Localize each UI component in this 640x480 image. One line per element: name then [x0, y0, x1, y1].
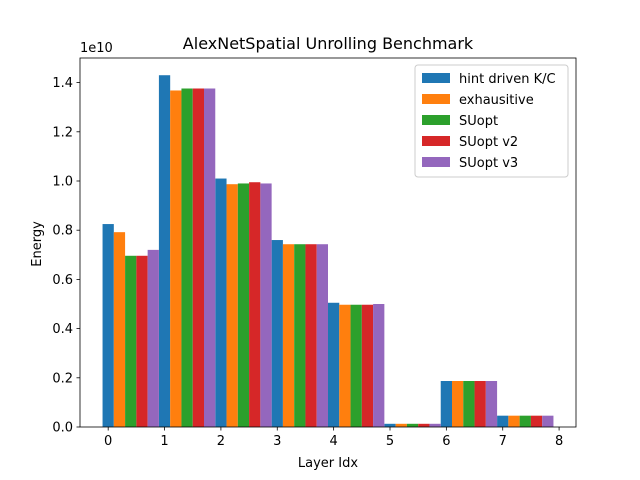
bar-3-layer-1 — [181, 88, 193, 427]
x-tick-label: 8 — [555, 434, 563, 449]
x-tick-label: 7 — [499, 434, 507, 449]
axes-layer: 0 1 2 3 4 5 6 7 8 0.0 0.2 0.4 0.6 0.8 1.0 1.2 1.4 — [52, 57, 577, 449]
x-tick-label: 0 — [104, 434, 112, 449]
x-tick-label: 4 — [329, 434, 337, 449]
x-tick-label: 5 — [386, 434, 394, 449]
bar-4-layer-0 — [136, 255, 148, 427]
bar-1-layer-3 — [271, 240, 283, 427]
bar-5-layer-2 — [260, 183, 272, 427]
bar-2-layer-1 — [170, 90, 182, 427]
legend-label-2: exhausitive — [459, 93, 534, 108]
bar-5-layer-7 — [542, 415, 554, 427]
legend: hint driven K/C exhausitive SUopt SUopt v2 S… — [414, 64, 569, 178]
bar-1-layer-0 — [102, 224, 114, 427]
bar-2-layer-3 — [282, 244, 295, 427]
legend-label-5: SUopt v3 — [459, 156, 518, 171]
bar-3-layer-4 — [350, 304, 362, 427]
y-tick-label: 0.8 — [52, 224, 73, 239]
bar-4-layer-2 — [249, 182, 261, 427]
y-axis-label: Energy — [30, 221, 45, 267]
bar-3-layer-5 — [406, 423, 419, 427]
legend-label-4: SUopt v2 — [459, 135, 518, 150]
y-scale-label: 1e10 — [80, 41, 113, 56]
x-tick-label: 3 — [273, 434, 281, 449]
bar-4-layer-1 — [192, 88, 204, 427]
bar-2-layer-0 — [113, 232, 126, 427]
bar-3-layer-0 — [125, 255, 137, 427]
bar-1-layer-1 — [158, 75, 171, 427]
x-tick-label: 1 — [160, 434, 168, 449]
x-tick-label: 6 — [442, 434, 450, 449]
bar-3-layer-3 — [294, 244, 306, 427]
legend-swatch-5 — [422, 157, 450, 167]
bar-4-layer-6 — [474, 381, 486, 427]
bar-4-layer-3 — [305, 244, 317, 427]
bar-2-layer-5 — [395, 423, 407, 427]
bar-1-layer-4 — [328, 302, 340, 427]
bar-2-layer-2 — [226, 184, 238, 427]
bar-5-layer-1 — [204, 88, 216, 427]
bar-2-layer-6 — [452, 381, 464, 427]
legend-swatch-4 — [422, 136, 450, 146]
legend-label-1: hint driven K/C — [459, 72, 556, 87]
legend-swatch-2 — [422, 94, 450, 104]
bar-2-layer-4 — [339, 304, 351, 427]
bar-3-layer-6 — [463, 381, 475, 427]
y-tick-label: 0.2 — [52, 371, 73, 386]
bar-3-layer-7 — [519, 415, 531, 427]
bar-5-layer-3 — [316, 244, 328, 427]
y-tick-label: 1.2 — [52, 125, 73, 140]
y-tick-label: 0.4 — [52, 322, 73, 337]
bar-5-layer-5 — [429, 423, 441, 427]
bars-layer — [102, 75, 554, 427]
legend-label-3: SUopt — [459, 114, 498, 129]
y-tick-label: 1.4 — [52, 76, 73, 91]
x-axis-label: Layer Idx — [298, 456, 358, 471]
bar-5-layer-6 — [485, 381, 498, 427]
bar-5-layer-4 — [373, 304, 385, 427]
bar-3-layer-2 — [237, 183, 250, 427]
y-tick-label: 1.0 — [52, 175, 73, 190]
y-tick-label: 0.0 — [52, 421, 73, 436]
bar-4-layer-5 — [418, 423, 430, 427]
bar-4-layer-7 — [530, 415, 543, 427]
bar-1-layer-2 — [215, 178, 227, 427]
legend-swatch-1 — [422, 73, 450, 83]
plot-frame — [79, 57, 577, 428]
x-tick-label: 2 — [217, 434, 225, 449]
bar-5-layer-0 — [147, 249, 159, 427]
legend-box — [414, 64, 569, 178]
bar-4-layer-4 — [361, 304, 374, 427]
bar-1-layer-5 — [384, 423, 396, 427]
y-tick-label: 0.6 — [52, 273, 73, 288]
legend-swatch-3 — [422, 115, 450, 125]
bar-2-layer-7 — [508, 415, 520, 427]
bar-1-layer-6 — [440, 381, 452, 427]
bar-1-layer-7 — [497, 415, 509, 427]
chart-title: AlexNetSpatial Unrolling Benchmark — [183, 34, 474, 53]
